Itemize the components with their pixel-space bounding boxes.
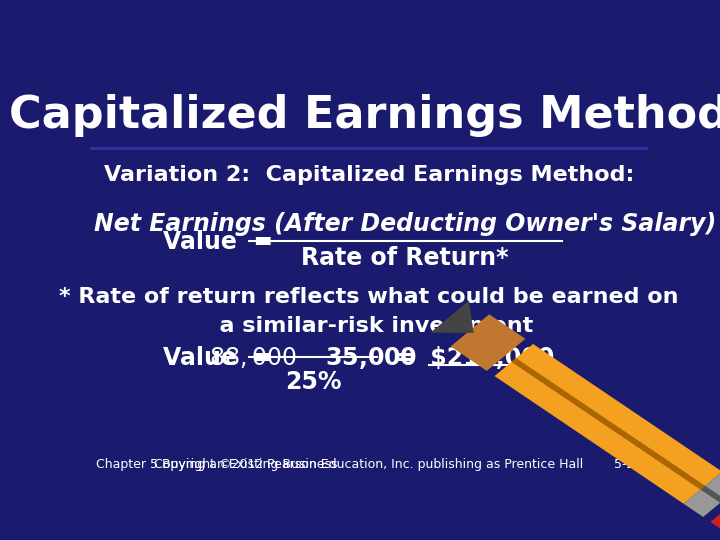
Text: a similar-risk investment: a similar-risk investment <box>204 316 534 336</box>
Bar <box>711 490 720 535</box>
Text: Chapter 5 Buying an Existing Business: Chapter 5 Buying an Existing Business <box>96 458 337 471</box>
Text: $88,000 - $35,000: $88,000 - $35,000 <box>209 346 418 372</box>
Text: Value  =: Value = <box>163 346 273 370</box>
Text: Value  =: Value = <box>163 230 273 253</box>
Bar <box>451 314 526 371</box>
Text: 5-28: 5-28 <box>614 458 642 471</box>
Bar <box>495 344 720 504</box>
Text: Rate of Return*: Rate of Return* <box>302 246 509 269</box>
Text: =  $212,000: = $212,000 <box>394 346 554 370</box>
Bar <box>684 472 720 517</box>
Text: Net Earnings (After Deducting Owner's Salary): Net Earnings (After Deducting Owner's Sa… <box>94 212 716 237</box>
Text: Copyright ©2012 Pearson Education, Inc. publishing as Prentice Hall: Copyright ©2012 Pearson Education, Inc. … <box>154 458 584 471</box>
Bar <box>511 358 706 490</box>
Text: Variation 2:  Capitalized Earnings Method:: Variation 2: Capitalized Earnings Method… <box>104 165 634 185</box>
Bar <box>701 486 720 503</box>
Text: Capitalized Earnings Method: Capitalized Earnings Method <box>9 94 720 137</box>
Text: * Rate of return reflects what could be earned on: * Rate of return reflects what could be … <box>59 287 679 307</box>
Text: 25%: 25% <box>285 370 341 394</box>
Polygon shape <box>431 301 474 333</box>
